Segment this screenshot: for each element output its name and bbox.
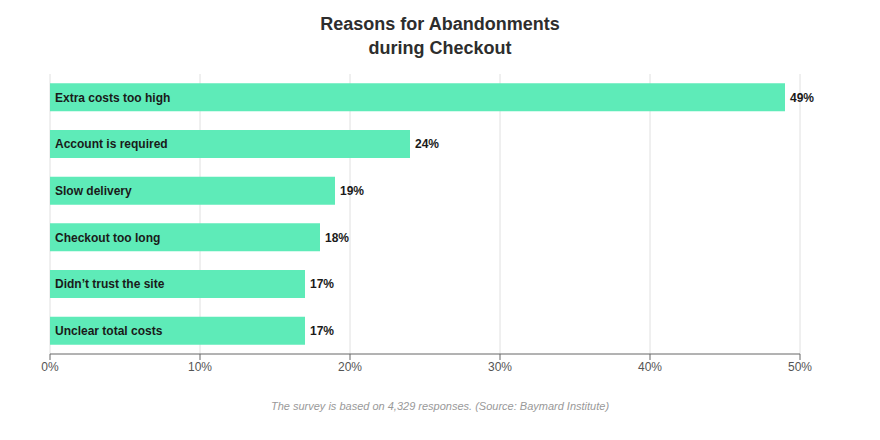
svg-text:Checkout too long: Checkout too long: [55, 231, 160, 245]
svg-text:50%: 50%: [788, 360, 812, 374]
svg-text:24%: 24%: [415, 137, 439, 151]
svg-text:0%: 0%: [41, 360, 59, 374]
svg-text:10%: 10%: [188, 360, 212, 374]
svg-text:17%: 17%: [310, 324, 334, 338]
svg-text:19%: 19%: [340, 184, 364, 198]
svg-text:49%: 49%: [790, 91, 814, 105]
svg-text:17%: 17%: [310, 277, 334, 291]
html-text:The survey is based on 4,329 r: The survey is based on 4,329 responses. …: [270, 400, 610, 412]
svg-text:Extra costs too high: Extra costs too high: [55, 91, 170, 105]
svg-text:40%: 40%: [638, 360, 662, 374]
html-text:Reasons for Abandonments durin: Reasons for Abandonments during Checkout: [320, 14, 560, 58]
svg-text:30%: 30%: [488, 360, 512, 374]
svg-text:Unclear total costs: Unclear total costs: [55, 324, 163, 338]
svg-text:20%: 20%: [338, 360, 362, 374]
svg-text:Account is required: Account is required: [55, 137, 168, 151]
svg-text:Didn’t trust the site: Didn’t trust the site: [55, 277, 165, 291]
svg-text:Slow delivery: Slow delivery: [55, 184, 132, 198]
svg-text:18%: 18%: [325, 231, 349, 245]
